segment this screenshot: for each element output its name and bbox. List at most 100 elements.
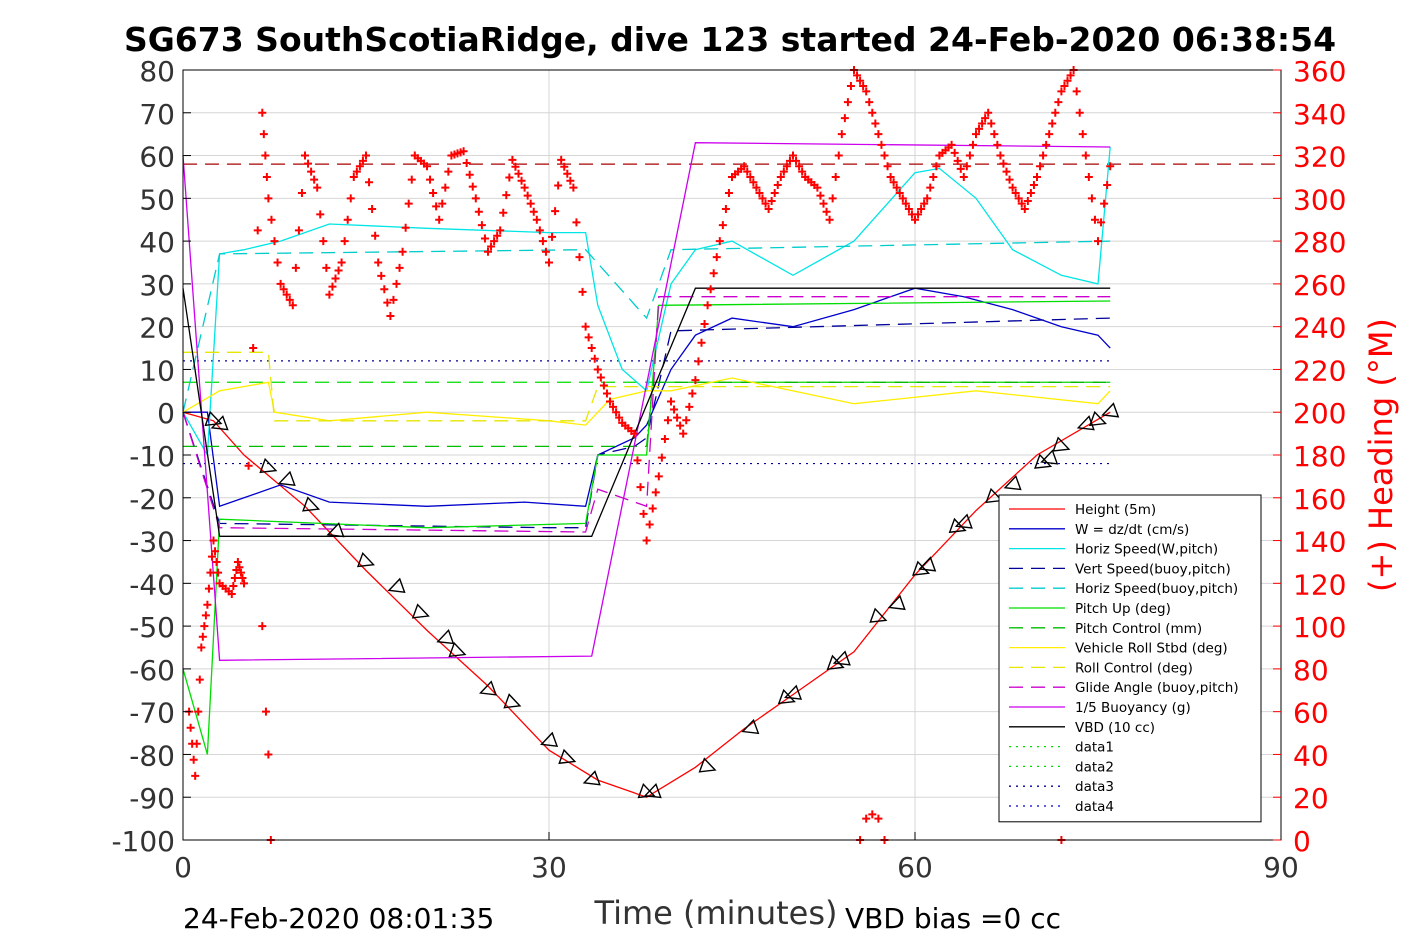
heading-point [975,124,984,133]
legend-label: Vehicle Roll Stbd (deg) [1075,641,1228,657]
heading-point [288,301,297,310]
heading-point [545,258,553,267]
heading-point [706,285,715,294]
y2-tick-label: 140 [1293,526,1346,559]
heading-point [1011,188,1020,197]
y2-tick-label: 40 [1293,739,1329,772]
heading-point [334,266,343,275]
legend-box [998,494,1262,823]
y2-tick-label: 120 [1293,568,1346,601]
heading-point [480,234,489,243]
heading-point [846,82,855,91]
heading-point [426,175,435,184]
heading-point [1008,183,1017,192]
heading-point [374,258,383,267]
heading-point [325,290,334,299]
heading-point [214,568,223,577]
heading-point [965,151,974,160]
heading-point [825,215,834,224]
heading-point [700,319,709,328]
heading-point [813,183,822,192]
legend-label: Roll Control (deg) [1075,660,1193,676]
height-marker [302,496,321,512]
height-marker [741,718,760,735]
y-tick-label: 30 [139,269,175,302]
heading-point [1005,175,1014,184]
heading-point [233,557,242,566]
heading-point [883,162,892,171]
heading-point [1023,197,1032,206]
heading-point [200,622,209,631]
heading-point [262,172,271,181]
x-axis-label: Time (minutes) [594,894,838,932]
heading-point [435,215,444,224]
heading-point [874,814,883,823]
left-y-axis: 80 70 60 50 40 30 20 10 0 -10 -20 -30 -40 -50 -60 -70 -8… [111,55,191,858]
heading-point [548,232,557,241]
heading-point [999,159,1008,168]
heading-point [950,148,959,157]
heading-point [819,199,828,208]
heading-point [651,488,660,497]
legend-label: Horiz Speed(W,pitch) [1075,542,1218,558]
heading-point [712,253,721,262]
heading-point [764,205,773,214]
heading-point [953,156,962,165]
heading-point [636,483,645,492]
heading-point [862,814,871,823]
heading-point [566,176,575,185]
heading-point [328,282,337,291]
heading-point [462,159,471,168]
footer-timestamp: 24-Feb-2020 08:01:35 [183,902,494,935]
height-marker [869,607,888,623]
heading-point [235,563,244,572]
heading-point [1103,180,1112,189]
y-tick-label: -10 [129,440,175,473]
series-line-w [183,287,1111,508]
y-tick-label: -50 [129,611,175,644]
height-marker [436,629,455,645]
height-marker [259,457,278,474]
height-marker [918,556,937,572]
height-marker [356,552,375,568]
heading-point [959,172,968,181]
heading-point [865,98,874,107]
heading-point [499,208,508,217]
legend-label: W = dz/dt (cm/s) [1075,522,1189,538]
heading-point [340,237,349,246]
heading-point [261,151,270,160]
heading-point [587,344,596,353]
heading-point [395,263,404,272]
heading-point [987,119,996,128]
heading-point [253,226,262,235]
heading-point [389,295,398,304]
series-line-buoy [182,142,1111,661]
heading-point [715,237,724,246]
heading-point [490,237,499,246]
footer-vbd-bias: VBD bias =0 cc [845,902,1061,935]
heading-point [862,87,871,96]
heading-point [319,237,328,246]
heading-point [822,207,831,216]
height-marker [411,603,430,619]
heading-point [1090,215,1099,224]
y2-tick-label: 300 [1293,183,1346,216]
heading-point [198,632,207,641]
y-tick-label: -60 [129,654,175,687]
y-tick-label: 50 [139,183,175,216]
heading-point [968,140,977,149]
heading-point [358,156,367,165]
height-marker [1088,410,1107,427]
y2-tick-label: 220 [1293,354,1346,387]
heading-point [926,183,935,192]
y-tick-label: -20 [129,483,175,516]
heading-point [487,242,496,251]
heading-point [697,338,706,347]
heading-point [209,536,218,545]
right-y-axis-label: (+) Heading (°M) [1362,318,1400,592]
y2-tick-label: 320 [1293,141,1346,174]
heading-point [947,140,956,149]
heading-point [749,178,758,187]
heading-point [1020,205,1029,214]
heading-point [441,183,450,192]
